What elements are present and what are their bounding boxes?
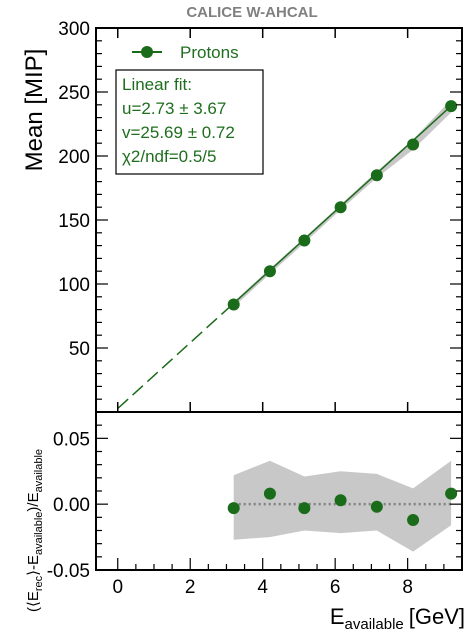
- fit-box: Linear fit: u=2.73 ± 3.67 v=25.69 ± 0.72…: [115, 69, 264, 175]
- ylabel-sub-rec: rec: [33, 575, 45, 591]
- top-axis-ticks: 50 100 150 200 250 300: [58, 19, 462, 412]
- top-data-points: [227, 100, 458, 311]
- bottom-axis-ticks: 0 2 4 6 8 -0.05 0.00 0.05: [47, 424, 462, 598]
- bottom-ytick-label-0: -0.05: [47, 561, 90, 582]
- bottom-xtick-label-1: 2: [185, 577, 196, 598]
- legend-marker: [141, 46, 153, 58]
- bottom-xlabel: Eavailable [GeV]: [330, 604, 465, 632]
- fit-u: u=2.73 ± 3.67: [122, 99, 226, 118]
- top-point-6: [445, 100, 458, 113]
- xlabel-main: E: [330, 604, 345, 629]
- fit-title: Linear fit:: [122, 75, 192, 94]
- top-ytick-label-1: 100: [58, 275, 90, 296]
- top-point-0: [227, 298, 240, 311]
- legend-label-protons: Protons: [180, 43, 239, 62]
- top-point-2: [298, 234, 311, 247]
- fit-chi2: χ2/ndf=0.5/5: [122, 147, 216, 166]
- top-point-1: [263, 265, 276, 278]
- bottom-point-4: [370, 500, 383, 513]
- bottom-ylabel: (⟨Erec⟩-Eavailable)/Eavailable: [25, 449, 45, 612]
- fit-v: v=25.69 ± 0.72: [122, 123, 235, 142]
- ylabel-part-3: )/E: [25, 492, 42, 511]
- ylabel-part-1: (⟨E: [25, 591, 42, 612]
- legend: Protons: [132, 43, 239, 62]
- bottom-point-0: [227, 502, 240, 515]
- top-point-5: [407, 138, 420, 151]
- top-point-4: [370, 169, 383, 182]
- top-ytick-label-4: 250: [58, 83, 90, 104]
- xlabel-sub: available: [345, 616, 404, 632]
- bottom-panel: 0 2 4 6 8-0.050.000.05 (⟨Erec⟩-Eavailable)/E…: [25, 411, 465, 632]
- top-ytick-label-5: 300: [58, 19, 90, 40]
- bottom-point-3: [334, 494, 347, 507]
- ylabel-sub-available-1: available: [33, 512, 45, 555]
- bottom-xtick-label-3: 6: [330, 577, 341, 598]
- bottom-error-band: [233, 460, 452, 552]
- top-ytick-label-0: 50: [69, 339, 90, 360]
- bottom-xtick-label-2: 4: [257, 577, 268, 598]
- bottom-xtick-label-0: 0: [112, 577, 123, 598]
- top-ytick-label-3: 200: [58, 147, 90, 168]
- xlabel-unit: [GeV]: [409, 604, 465, 629]
- bottom-point-6: [445, 487, 458, 500]
- bottom-data-points: [227, 487, 458, 526]
- bottom-xtick-label-4: 8: [402, 577, 413, 598]
- top-fit-extrapolation-line: [117, 302, 235, 410]
- bottom-point-5: [407, 513, 420, 526]
- ylabel-part-2: ⟩-E: [25, 555, 42, 576]
- top-panel: 50 100 150 200 250 300 Mean [MIP] Protons Lin…: [21, 19, 463, 413]
- bottom-ytick-label-2: 0.05: [53, 429, 90, 450]
- bottom-ytick-label-1: 0.00: [53, 495, 90, 516]
- ylabel-sub-available-2: available: [33, 449, 45, 492]
- bottom-point-2: [298, 502, 311, 515]
- top-point-3: [334, 201, 347, 214]
- bottom-point-1: [263, 487, 276, 500]
- fit-box-frame: [115, 69, 264, 175]
- top-ytick-label-2: 150: [58, 211, 90, 232]
- chart-title: CALICE W-AHCAL: [186, 4, 317, 21]
- top-ylabel: Mean [MIP]: [21, 49, 48, 172]
